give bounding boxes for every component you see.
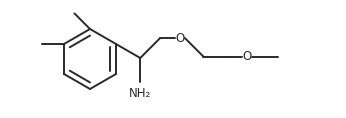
Text: O: O (243, 50, 252, 63)
Text: NH₂: NH₂ (129, 87, 151, 100)
Text: O: O (175, 32, 185, 45)
